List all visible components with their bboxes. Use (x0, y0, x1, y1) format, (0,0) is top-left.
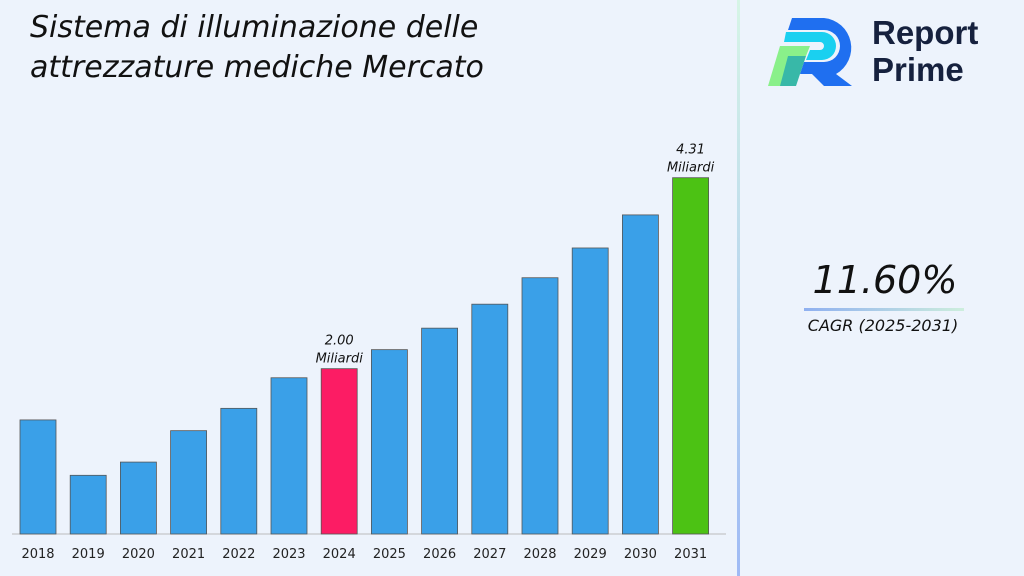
x-tick-label: 2025 (373, 547, 406, 562)
data-label-unit: Miliardi (667, 161, 715, 176)
cagr-value: 11.60% (812, 258, 958, 302)
data-label-value: 2.00 (325, 334, 354, 349)
x-tick-label: 2019 (72, 547, 105, 562)
bar-2023 (270, 377, 308, 535)
bar-2018 (19, 419, 57, 535)
bar-2019 (69, 474, 107, 535)
x-tick-label: 2031 (674, 547, 707, 562)
bar-chart: 2018 2019 2020 2021 2022 2023 2024 2025 2026 2027… (12, 143, 726, 562)
bar-2031 (672, 177, 709, 535)
x-tick-label: 2030 (624, 547, 657, 562)
bar-2030 (622, 214, 659, 535)
logo-text: Report Prime (872, 14, 978, 88)
x-tick-label: 2028 (523, 547, 556, 562)
bar-2024 (320, 368, 358, 535)
logo-icon (768, 18, 852, 86)
cagr-underline (804, 308, 964, 311)
x-tick-label: 2020 (122, 547, 155, 562)
data-label-value: 4.31 (676, 143, 705, 158)
x-tick-label: 2023 (272, 547, 305, 562)
x-tick-label: 2026 (423, 547, 456, 562)
x-tick-label: 2027 (473, 547, 506, 562)
x-tick-label: 2018 (21, 547, 54, 562)
x-tick-label: 2024 (323, 547, 356, 562)
bar-2028 (521, 277, 559, 535)
bar-2026 (421, 327, 459, 535)
x-tick-label: 2022 (222, 547, 255, 562)
cagr-label: CAGR (2025-2031) (807, 316, 959, 335)
chart-title: Sistema di illuminazione delle attrezzat… (30, 10, 484, 85)
x-tick-label: 2029 (574, 547, 607, 562)
report-prime-logo: Report Prime (766, 14, 1006, 88)
bar-2025 (370, 349, 408, 535)
x-tick-label: 2021 (172, 547, 205, 562)
bar-2029 (571, 247, 609, 535)
data-label-unit: Miliardi (316, 352, 364, 367)
logo-line2: Prime (872, 51, 964, 88)
logo-line1: Report (872, 14, 979, 51)
bar-2020 (120, 461, 157, 535)
bar-2022 (220, 407, 258, 535)
divider (737, 0, 740, 576)
bar-2021 (170, 430, 208, 535)
bar-2027 (471, 303, 509, 535)
